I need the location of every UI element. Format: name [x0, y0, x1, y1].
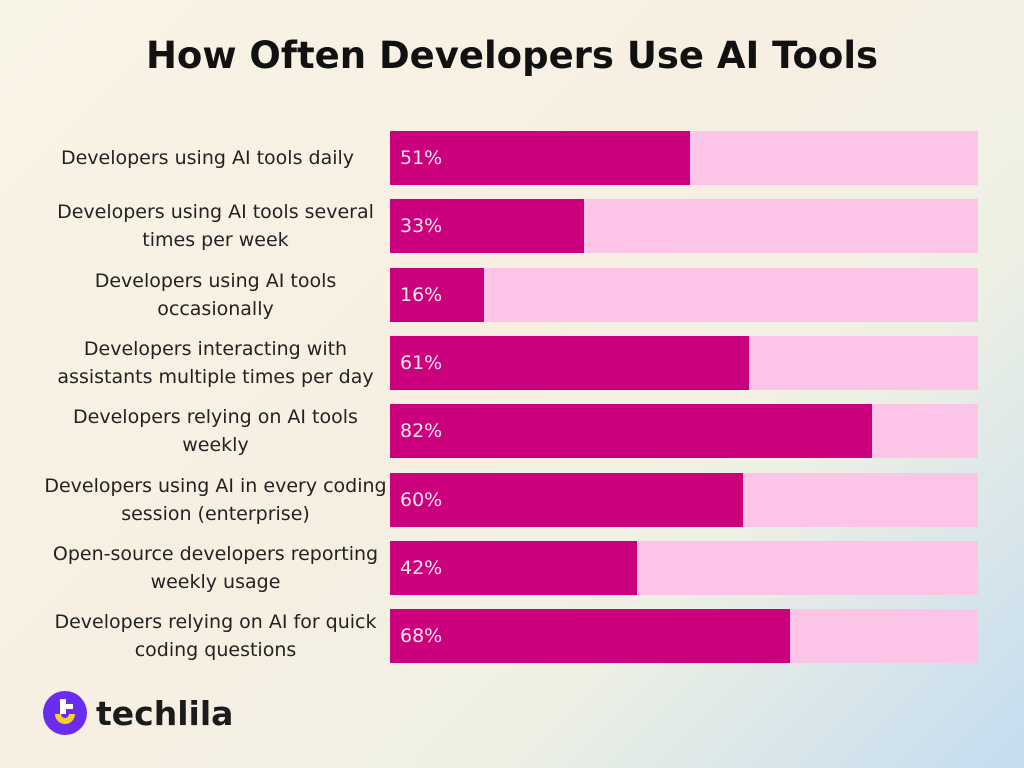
bar-track: 42% — [390, 540, 978, 595]
bar-row: Developers using AI tools daily 51% — [0, 131, 1024, 185]
bar-track: 51% — [390, 131, 978, 185]
bar — [390, 472, 743, 527]
bar-row: Developers relying on AI tools weekly 82% — [0, 404, 1024, 459]
data-label: 33% — [400, 215, 443, 238]
category-label: Developers relying on AI tools weekly — [73, 406, 358, 457]
bar-row: Developers relying on AI for quick codin… — [0, 609, 1024, 664]
category-label: Open-source developers reporting weekly … — [52, 542, 379, 593]
bar — [390, 335, 749, 390]
category-label: Developers using AI tools daily — [60, 147, 355, 169]
techlila-logo: techlila — [42, 690, 233, 736]
bar — [390, 540, 637, 595]
bar-track: 33% — [390, 199, 978, 254]
bar-track: 61% — [390, 335, 978, 390]
bar — [390, 267, 485, 322]
data-label: 51% — [400, 147, 443, 169]
data-label: 60% — [400, 488, 443, 511]
bar-row: Developers using AI in every coding sess… — [0, 472, 1024, 527]
bar — [390, 131, 690, 185]
brand-name: techlila — [96, 693, 234, 733]
bar-track: 60% — [390, 472, 978, 527]
category-label: Developers using AI in every coding sess… — [44, 474, 387, 525]
bar — [390, 199, 585, 254]
bar-track: 82% — [390, 404, 978, 459]
data-label: 82% — [400, 420, 443, 443]
category-label: Developers using AI tools occasionally — [94, 269, 337, 320]
data-label: 16% — [400, 283, 443, 306]
category-label: Developers relying on AI for quick codin… — [54, 611, 377, 662]
bar-track: 68% — [390, 609, 978, 664]
bar — [390, 609, 790, 664]
bar — [390, 404, 873, 459]
data-label: 68% — [400, 625, 443, 648]
bar-row: Developers using AI tools several times … — [0, 199, 1024, 254]
data-label: 42% — [400, 556, 443, 579]
bar-track: 16% — [390, 267, 978, 322]
chart-title: How Often Developers Use AI Tools — [145, 34, 879, 77]
bar-row: Open-source developers reporting weekly … — [0, 540, 1024, 595]
bar-row: Developers using AI tools occasionally 16… — [0, 267, 1024, 322]
category-label: Developers using AI tools several times … — [57, 201, 374, 252]
category-label: Developers interacting with assistants m… — [57, 337, 374, 388]
techlila-logo-icon — [43, 691, 87, 735]
data-label: 61% — [400, 351, 443, 374]
bar-row: Developers interacting with assistants m… — [0, 335, 1024, 390]
